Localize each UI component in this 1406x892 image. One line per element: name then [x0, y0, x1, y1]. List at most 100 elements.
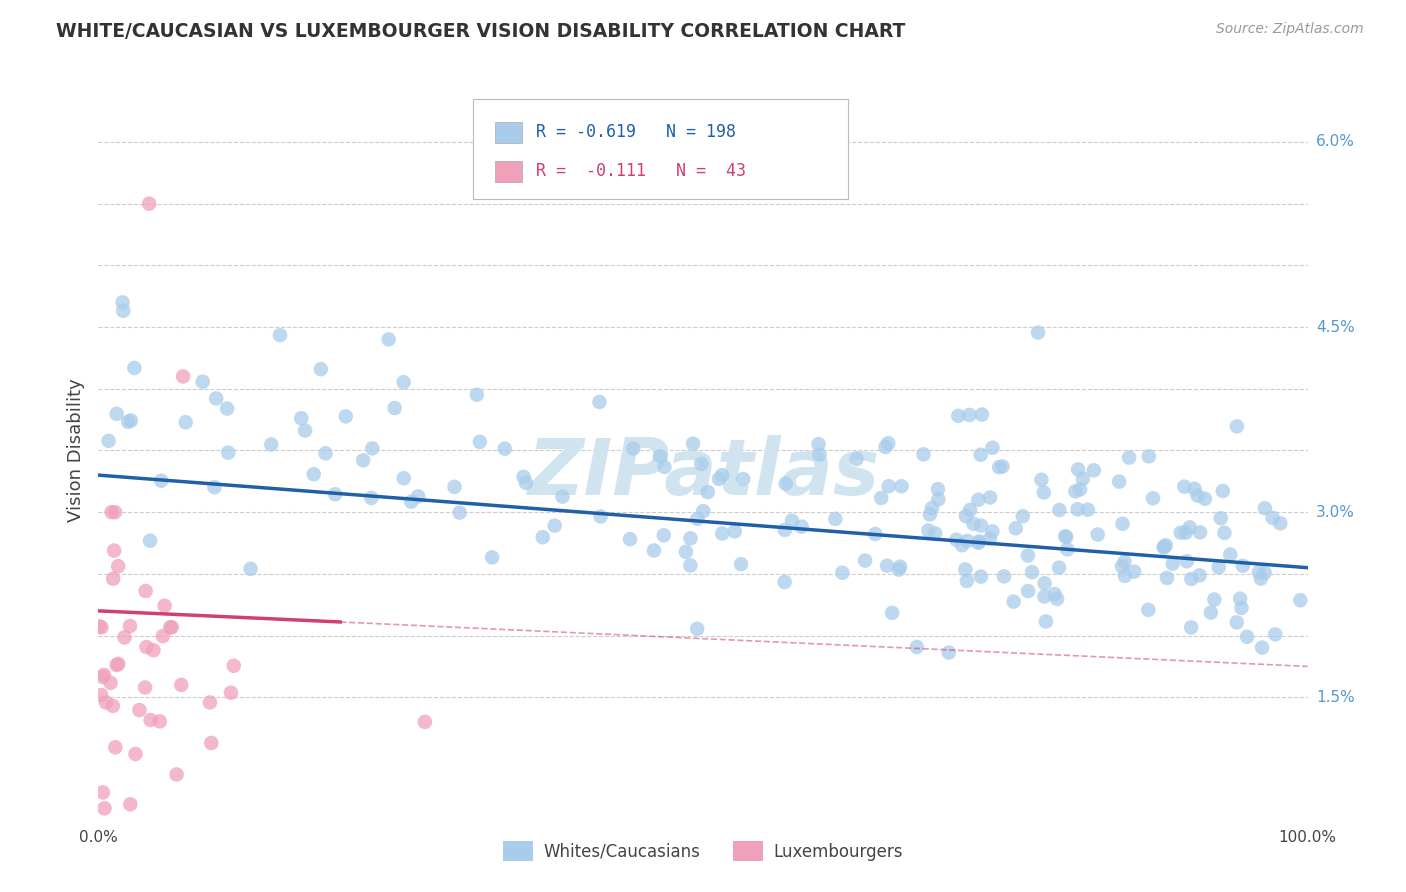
Point [443, 480, 465, 494]
Point [269, 328, 291, 343]
Point [686, 512, 709, 526]
Point [1212, 483, 1234, 498]
Point [912, 447, 935, 461]
Point [103, 543, 125, 558]
Point [773, 523, 796, 537]
Point [775, 476, 797, 491]
Point [105, 407, 128, 421]
Point [918, 508, 941, 522]
Point [1194, 491, 1216, 506]
Point [988, 460, 1011, 475]
Point [1247, 565, 1270, 579]
Point [970, 408, 993, 422]
Point [970, 569, 993, 583]
Point [153, 599, 176, 613]
Point [1002, 594, 1025, 608]
Point [1153, 540, 1175, 554]
Point [675, 545, 697, 559]
Point [515, 475, 537, 490]
Point [927, 482, 949, 496]
Point [1017, 584, 1039, 599]
Point [1137, 603, 1160, 617]
Point [1118, 450, 1140, 465]
Text: 3.0%: 3.0% [1316, 505, 1355, 520]
Point [690, 457, 713, 471]
Point [198, 695, 221, 709]
Point [959, 408, 981, 422]
Point [149, 714, 172, 729]
Point [174, 415, 197, 429]
Point [707, 472, 730, 486]
Point [950, 538, 973, 552]
Point [1170, 525, 1192, 540]
Text: R =  -0.111   N =  43: R = -0.111 N = 43 [536, 162, 747, 180]
Legend: Whites/Caucasians, Luxembourgers: Whites/Caucasians, Luxembourgers [496, 834, 910, 868]
Point [654, 460, 676, 475]
Point [1173, 480, 1195, 494]
Point [679, 531, 702, 545]
Point [679, 558, 702, 573]
Point [107, 559, 129, 574]
Point [1137, 450, 1160, 464]
Point [384, 401, 406, 415]
Point [139, 713, 162, 727]
Point [100, 676, 122, 690]
Point [1161, 557, 1184, 571]
Point [882, 606, 904, 620]
Point [967, 534, 990, 549]
Point [134, 681, 156, 695]
Point [1178, 520, 1201, 534]
Point [853, 553, 876, 567]
Point [93, 668, 115, 682]
Point [1156, 571, 1178, 585]
Point [650, 450, 672, 464]
Point [877, 436, 900, 450]
Point [217, 401, 239, 416]
Point [135, 584, 157, 599]
Point [1043, 587, 1066, 601]
Point [1230, 600, 1253, 615]
Point [219, 686, 242, 700]
Point [970, 518, 993, 533]
Text: R = -0.619   N = 198: R = -0.619 N = 198 [536, 123, 737, 141]
Point [1108, 475, 1130, 489]
Point [205, 392, 228, 406]
Point [887, 563, 910, 577]
Text: Source: ZipAtlas.com: Source: ZipAtlas.com [1216, 22, 1364, 37]
Point [682, 436, 704, 450]
Point [1254, 501, 1277, 516]
Point [302, 467, 325, 482]
Point [876, 558, 898, 573]
Point [967, 535, 990, 549]
Point [260, 437, 283, 451]
Point [1033, 590, 1056, 604]
Point [1011, 509, 1033, 524]
Point [1180, 572, 1202, 586]
Point [1064, 484, 1087, 499]
Point [531, 530, 554, 544]
Point [142, 643, 165, 657]
Point [981, 441, 1004, 455]
Point [686, 622, 709, 636]
Point [118, 619, 141, 633]
Point [139, 533, 162, 548]
Point [1250, 572, 1272, 586]
Point [1123, 565, 1146, 579]
Y-axis label: Vision Disability: Vision Disability [66, 378, 84, 523]
Point [1066, 502, 1088, 516]
Point [93, 801, 115, 815]
Point [1226, 615, 1249, 630]
Point [1226, 419, 1249, 434]
Point [1054, 529, 1077, 543]
Point [970, 448, 993, 462]
Point [956, 574, 979, 588]
Point [905, 640, 928, 654]
Point [1175, 554, 1198, 568]
Point [955, 509, 977, 524]
Point [128, 703, 150, 717]
Point [1026, 326, 1049, 340]
Point [807, 437, 830, 451]
Point [1174, 525, 1197, 540]
Point [494, 442, 516, 456]
Point [392, 471, 415, 485]
